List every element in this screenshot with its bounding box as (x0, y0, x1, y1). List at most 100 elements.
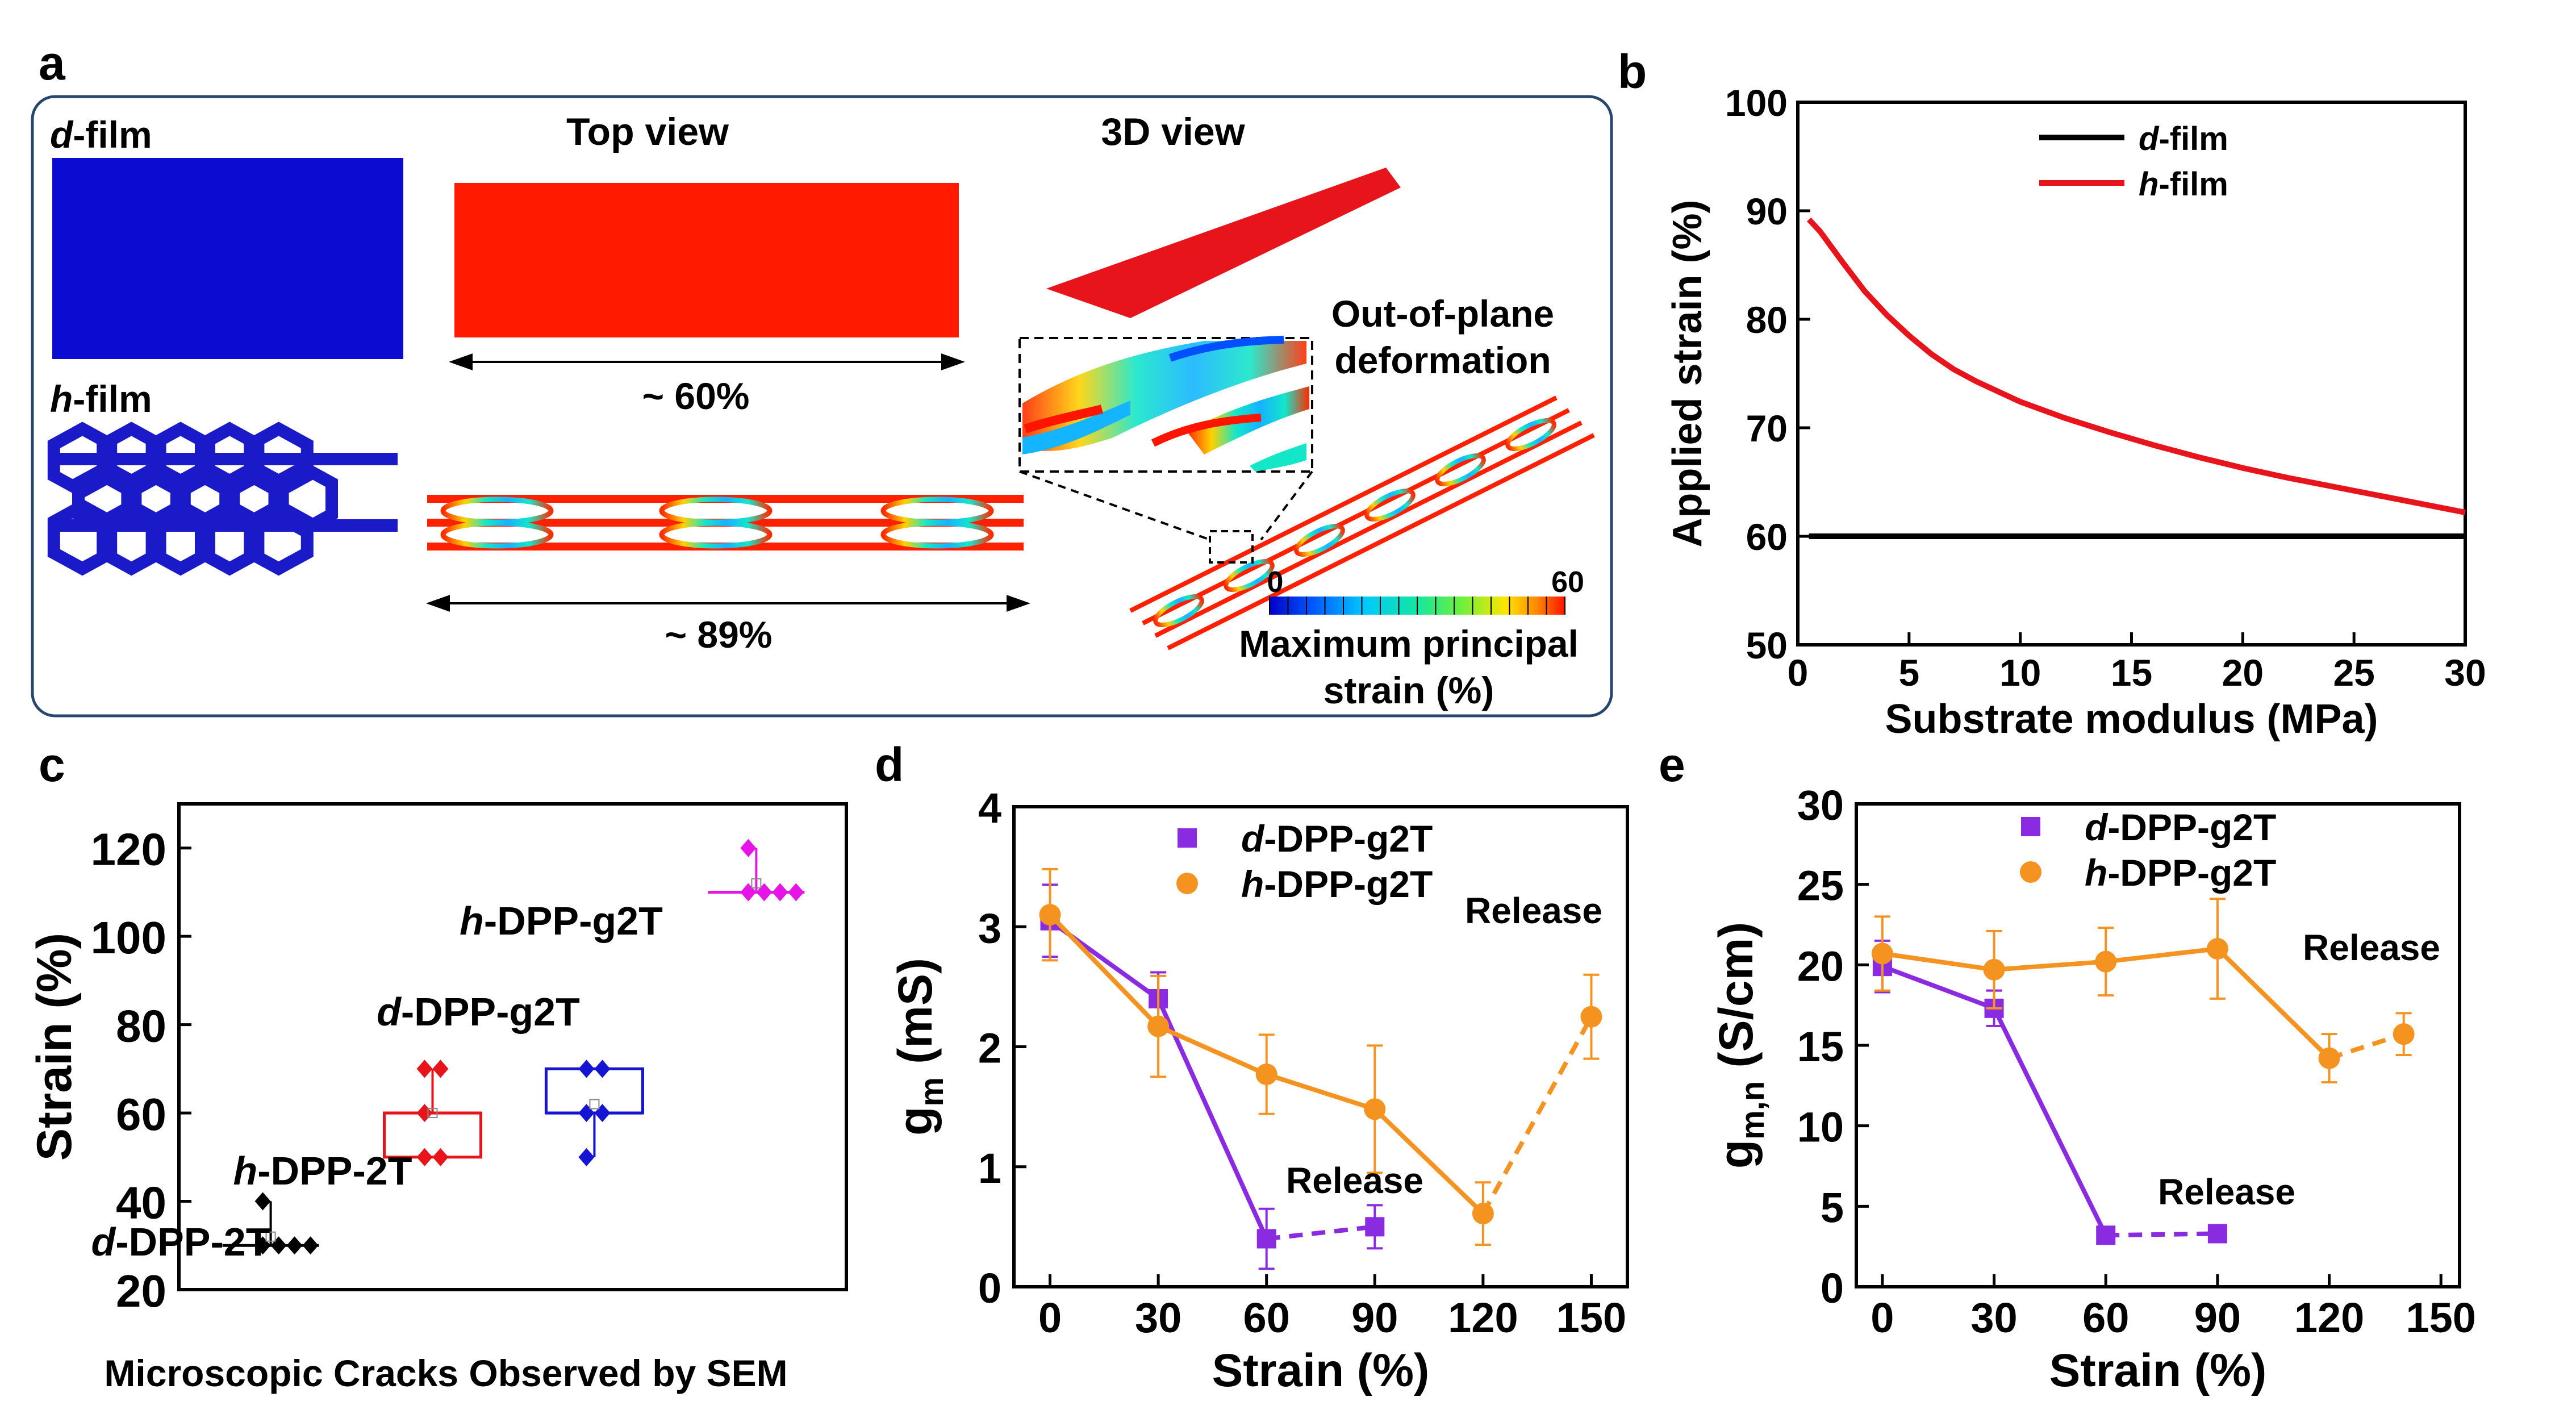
panel-a: d-film h-film Top view 3D view ~ 60% ~ 8… (31, 95, 1613, 718)
top-view-cell (659, 520, 773, 549)
x-tick-label: 120 (2294, 1294, 2364, 1341)
data-point-square (2096, 1225, 2116, 1245)
y-tick-label: 100 (91, 912, 166, 963)
x-axis-label: Strain (%) (2049, 1345, 2267, 1396)
legend-marker (1176, 873, 1198, 894)
x-tick-label: 120 (1448, 1294, 1518, 1341)
y-tick-label: 3 (978, 904, 1001, 952)
data-point (740, 839, 757, 857)
view-3d-strand (1167, 433, 1595, 650)
data-point (594, 1104, 611, 1123)
group-label: d-DPP-2T (91, 1220, 270, 1264)
x-tick-label: 10 (1999, 652, 2041, 694)
release-line (1481, 1015, 1594, 1215)
data-point (416, 1148, 433, 1166)
y-tick-label: 25 (1797, 862, 1844, 910)
view-3d-strand (1129, 395, 1558, 613)
data-point-square (1365, 1217, 1385, 1237)
release-annotation: Release (1465, 890, 1602, 931)
series-line (1049, 919, 1269, 1240)
y-tick-label: 90 (1746, 190, 1788, 232)
panel-label-b: b (1618, 45, 1647, 98)
top-view-d-film-strip (454, 183, 959, 337)
data-point (788, 883, 804, 902)
data-point-circle (1580, 1006, 1602, 1028)
y-tick-label: 120 (91, 824, 166, 875)
y-tick-label: 20 (1797, 942, 1844, 990)
x-tick-label: 150 (2406, 1294, 2475, 1341)
release-line (2106, 1231, 2218, 1238)
x-axis-label: Microscopic Cracks Observed by SEM (104, 1352, 787, 1394)
view-3d-cell (1294, 524, 1345, 557)
x-tick-label: 15 (2111, 652, 2152, 694)
d-film-label: d-film (50, 114, 152, 156)
legend-label: h-DPP-g2T (1241, 863, 1433, 905)
y-tick-label: 0 (978, 1265, 1001, 1312)
y-tick-label: 10 (1797, 1104, 1844, 1151)
view-3d-strand (1142, 408, 1570, 625)
zoom-callout-lines (1019, 470, 1313, 541)
group-label: d-DPP-g2T (377, 990, 580, 1034)
y-tick-label: 30 (1797, 782, 1844, 829)
y-tick-label: 2 (978, 1025, 1001, 1072)
x-tick-label: 25 (2333, 652, 2374, 694)
x-tick-label: 60 (1243, 1294, 1290, 1341)
plot-frame (177, 802, 848, 1291)
group-label: h-DPP-2T (233, 1149, 412, 1193)
view-3d-d-film (1046, 168, 1401, 318)
strain-60-arrow (448, 353, 966, 370)
y-tick-label: 15 (1797, 1023, 1844, 1070)
legend-marker (1178, 828, 1197, 848)
strain-89-label: ~ 89% (665, 614, 773, 656)
data-point-circle (1983, 958, 2005, 981)
panel-label-a: a (39, 36, 66, 90)
data-point-square (1256, 1229, 1276, 1249)
top-view-cell (880, 520, 994, 549)
chart-b: 0 5 10 15 20 25 30 50 60 70 80 90 100 Substrate modul… (1665, 82, 2486, 742)
h-film-label: h-film (50, 378, 152, 420)
y-tick-label: 100 (1725, 82, 1788, 124)
release-annotation: Release (1286, 1160, 1423, 1201)
data-point-circle (2393, 1023, 2415, 1045)
y-axis-label: gm (mS) (888, 958, 950, 1136)
y-tick-label: 20 (116, 1266, 166, 1316)
x-tick-label: 90 (1351, 1294, 1398, 1341)
x-tick-label: 60 (2082, 1294, 2129, 1341)
strain-89-arrow (425, 595, 1031, 612)
chart-d: 0 30 60 90 120 150 0 1 2 3 4 Strain (%) gm (mS) d-DPP… (888, 785, 1629, 1396)
data-point-circle (2318, 1047, 2340, 1069)
data-point (756, 883, 773, 902)
top-view-h-film-strip (427, 495, 1024, 550)
data-point-circle (1871, 942, 1893, 965)
release-annotation: Release (2158, 1171, 2295, 1212)
out-of-plane-label: Out-of-plane deformation (1331, 293, 1554, 381)
x-tick-label: 20 (2222, 652, 2264, 694)
data-point (254, 1192, 271, 1211)
legend-label: h-film (2139, 166, 2228, 203)
top-view-cell (440, 520, 554, 549)
data-point (578, 1060, 595, 1078)
strain-60-label: ~ 60% (642, 375, 750, 417)
view-3d-h-film (1129, 395, 1595, 650)
chart-e: 0 30 60 90 120 150 0 5 10 15 20 25 30 Strain (%) gm,n … (1709, 782, 2476, 1396)
data-point (578, 1148, 595, 1166)
plot-frame (1796, 101, 2467, 647)
x-tick-label: 90 (2194, 1294, 2241, 1341)
panel-label-e: e (1659, 738, 1685, 791)
chart-c: 20 40 60 80 100 120 Strain (%) Microscopic Crac… (27, 802, 848, 1394)
view-3d-cell (1435, 453, 1486, 486)
group-label: h-DPP-g2T (460, 899, 663, 943)
x-tick-label: 150 (1556, 1294, 1626, 1341)
y-tick-label: 40 (116, 1178, 166, 1228)
y-tick-label: 5 (1821, 1184, 1844, 1231)
x-axis-label: Strain (%) (1212, 1345, 1430, 1396)
data-point-circle (2095, 950, 2117, 973)
y-tick-label: 80 (1746, 299, 1788, 341)
x-tick-label: 0 (1038, 1294, 1062, 1341)
data-point (594, 1060, 611, 1078)
d-film-block (52, 158, 403, 359)
data-point-circle (1364, 1098, 1386, 1120)
legend-marker (2021, 817, 2040, 836)
x-tick-label: 0 (1788, 652, 1809, 694)
